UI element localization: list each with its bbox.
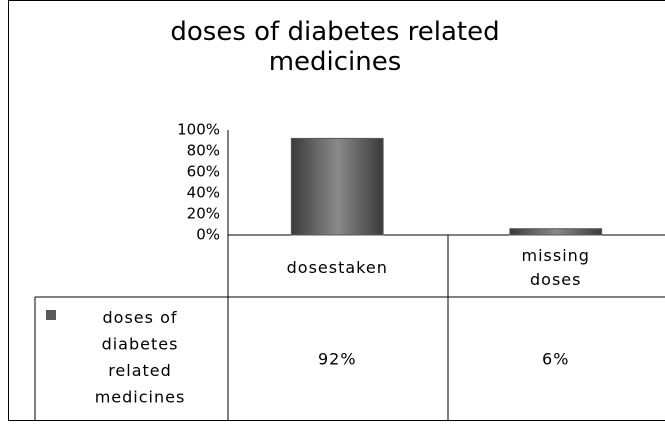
chart-title: doses of diabetes related medicines (170, 17, 499, 77)
x-tick-label: dosestaken (287, 258, 388, 277)
legend-swatch (46, 310, 56, 320)
bar (290, 137, 384, 236)
bar (509, 228, 603, 236)
y-tick-label: 100% (177, 121, 220, 139)
x-tick-label: missing doses (522, 246, 590, 289)
y-tick-label: 20% (187, 205, 220, 223)
y-tick-label: 60% (187, 163, 220, 181)
data-table-value: 6% (542, 350, 569, 369)
legend-label: doses of diabetes related medicines (95, 308, 186, 407)
y-tick-label: 40% (187, 184, 220, 202)
y-tick-label: 80% (187, 142, 220, 160)
data-table-value: 92% (318, 350, 357, 369)
y-tick-label: 0% (196, 226, 220, 244)
